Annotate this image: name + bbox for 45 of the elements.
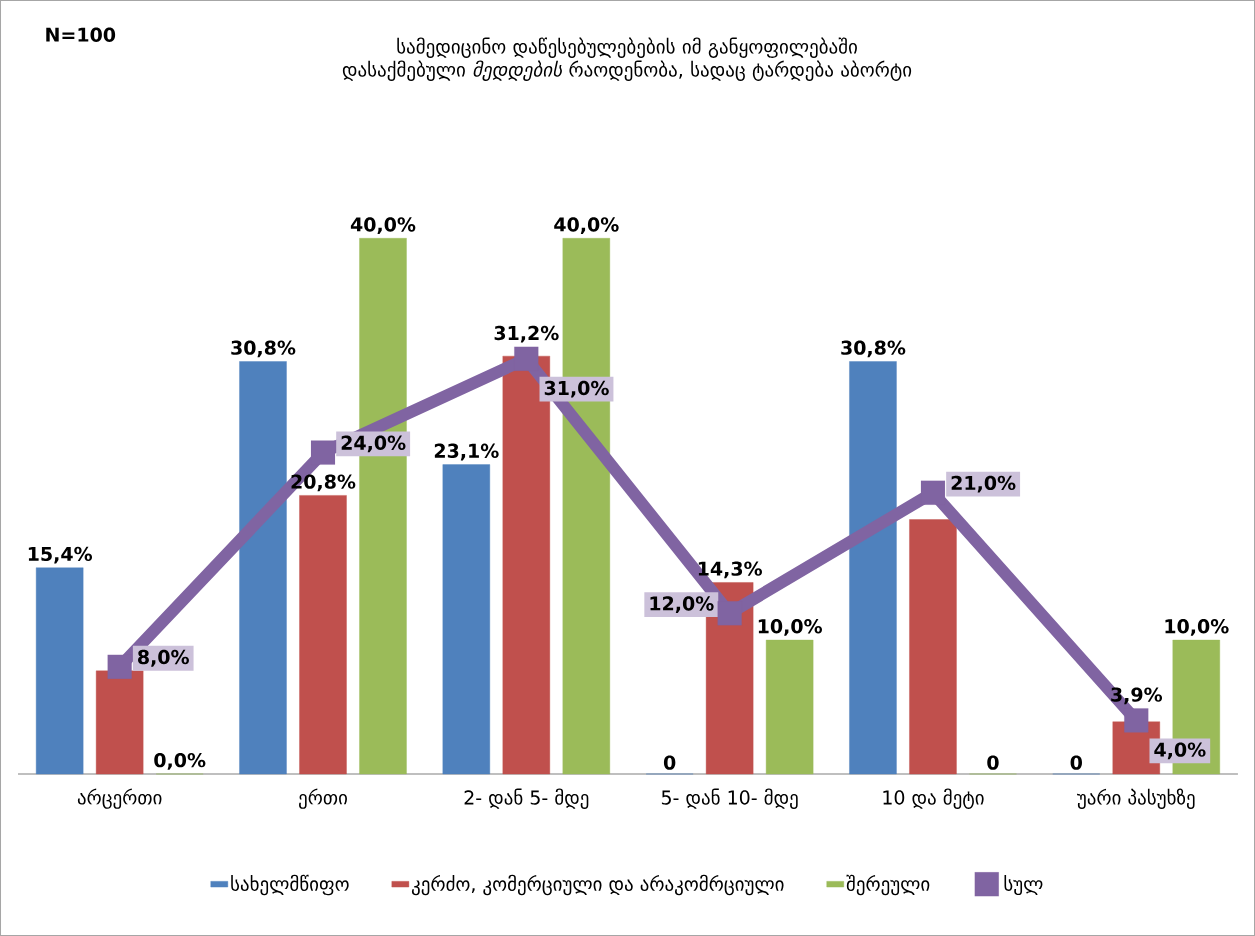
legend-label: სულ [1004,874,1043,896]
data-label: 23,1% [434,443,499,461]
data-label: 0 [987,755,999,770]
point [717,601,742,626]
x-tick-label: უარი პასუხზე [1076,788,1195,809]
point [107,654,132,679]
x-tick-label: არცერთი [77,788,162,809]
bar [95,670,144,775]
data-label: 0 [1070,755,1082,770]
data-label: 0 [663,755,676,770]
bar [909,519,957,775]
x-tick-label: ერთი [299,788,347,809]
data-label: 30,8% [231,340,296,358]
data-label: 40,0% [554,217,619,235]
point [310,440,336,465]
data-label: 10,0% [1165,619,1229,636]
data-label: 8,0% [138,649,189,667]
point [514,346,539,371]
legend-label: კერძო, კომერციული და არაკომრციული [411,874,784,896]
legend-label: სახელმწიფო [231,874,349,896]
legend-label: შერეული [846,874,930,896]
bar [765,639,814,775]
data-label: 12,0% [650,596,714,614]
chart-title: სამედიცინო დაწესებულებების იმ განყოფილებაში დასაქმებული მედდების რაოდენობა, სადაც ტარდება აბორტი [342,37,912,81]
x-tick-label: 10 და მეტი [883,788,984,809]
bar [299,495,347,775]
point [1124,708,1149,733]
data-label: 15,4% [28,546,93,564]
bar [442,464,491,775]
data-label: 10,0% [758,619,822,636]
data-label: 21,0% [951,475,1016,493]
point [920,480,946,505]
data-label: 24,0% [341,435,406,453]
bar [35,567,84,775]
bar [849,361,897,775]
data-label: 40,0% [350,217,416,235]
x-tick-label: 2- დან 5- მდე [464,788,589,809]
data-label: 0,0% [154,752,206,770]
text: N=100 [46,27,116,42]
data-label: 31,2% [494,325,559,343]
data-label: 30,8% [841,340,906,358]
data-label: 31,0% [544,380,609,398]
x-tick-label: 5- დან 10- მდე [661,788,798,809]
data-label: 4,0% [1154,742,1206,760]
bar [239,361,287,775]
